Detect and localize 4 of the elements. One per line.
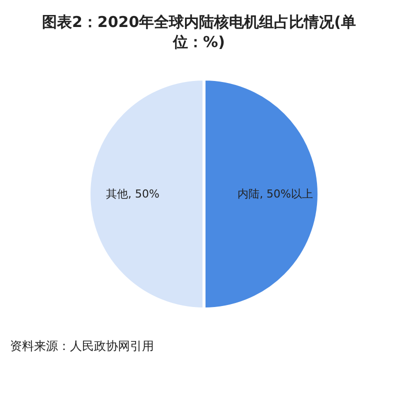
slice-label: 内陆, 50%以上 (238, 188, 314, 200)
slice-label: 其他, 50% (106, 188, 160, 200)
text: 资料来源：人民政协网引用 (9, 338, 155, 355)
chart-title: 图表2：2020年全球内陆核电机组占比情况(单位：%) (40, 12, 358, 52)
